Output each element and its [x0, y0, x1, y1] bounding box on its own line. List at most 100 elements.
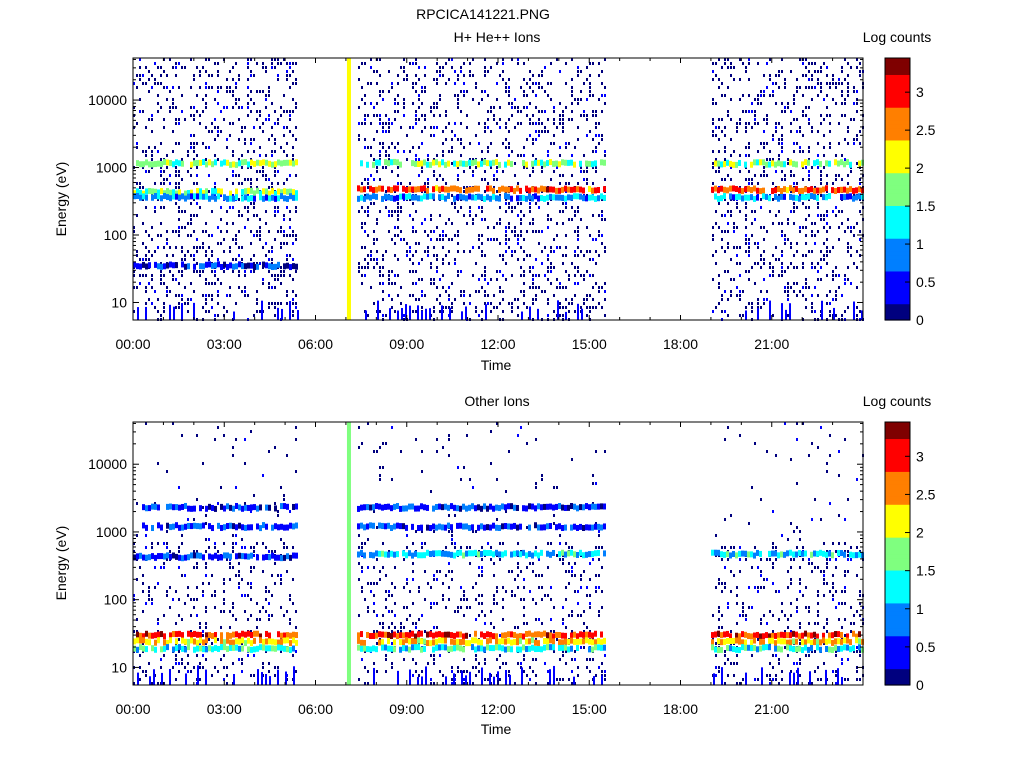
energy-band-cell: [414, 194, 417, 201]
heatmap-cell: [544, 246, 546, 249]
energy-band-cell: [178, 189, 181, 196]
heatmap-cell: [577, 590, 579, 593]
heatmap-cell: [196, 238, 198, 241]
heatmap-cell: [268, 550, 270, 553]
heatmap-cell: [529, 202, 531, 205]
heatmap-cell: [565, 206, 567, 209]
heatmap-cell: [238, 246, 240, 249]
heatmap-cell: [405, 304, 407, 320]
heatmap-cell: [166, 178, 168, 181]
energy-band-cell: [477, 161, 480, 168]
energy-band-cell: [756, 187, 759, 194]
heatmap-cell: [358, 106, 360, 109]
heatmap-cell: [802, 226, 804, 229]
energy-band-cell: [196, 193, 199, 200]
heatmap-cell: [364, 94, 366, 97]
heatmap-cell: [274, 206, 276, 209]
heatmap-cell: [775, 82, 777, 85]
heatmap-cell: [445, 182, 447, 185]
heatmap-cell: [415, 282, 417, 285]
heatmap-cell: [577, 230, 579, 233]
colorbar-swatch: [885, 127, 910, 133]
heatmap-cell: [826, 74, 828, 77]
heatmap-cell: [208, 58, 210, 61]
heatmap-cell: [493, 106, 495, 109]
heatmap-cell: [484, 190, 486, 193]
heatmap-cell: [427, 158, 429, 161]
heatmap-cell: [277, 78, 279, 81]
heatmap-cell: [142, 590, 144, 593]
heatmap-cell: [205, 126, 207, 129]
heatmap-cell: [478, 662, 480, 665]
heatmap-cell: [460, 70, 462, 73]
heatmap-cell: [817, 610, 819, 613]
heatmap-cell: [238, 274, 240, 277]
heatmap-cell: [187, 310, 189, 313]
heatmap-cell: [397, 102, 399, 105]
heatmap-cell: [739, 558, 741, 561]
heatmap-cell: [217, 550, 219, 553]
energy-band-cell: [813, 193, 816, 200]
heatmap-cell: [211, 298, 213, 301]
heatmap-cell: [814, 234, 816, 237]
heatmap-cell: [223, 542, 225, 545]
heatmap-cell: [175, 294, 177, 297]
heatmap-cell: [757, 306, 759, 309]
heatmap-cell: [529, 270, 531, 273]
heatmap-cell: [478, 314, 480, 317]
heatmap-cell: [835, 650, 837, 653]
heatmap-cell: [361, 546, 363, 549]
heatmap-cell: [286, 142, 288, 145]
heatmap-cell: [295, 234, 297, 237]
heatmap-cell: [232, 194, 234, 197]
energy-band-cell: [387, 194, 390, 201]
energy-band-cell: [250, 187, 253, 194]
energy-band-cell: [190, 161, 193, 168]
heatmap-cell: [778, 154, 780, 157]
heatmap-cell: [769, 610, 771, 613]
heatmap-cell: [406, 78, 408, 81]
heatmap-cell: [160, 658, 162, 661]
colorbar-swatch: [885, 201, 910, 206]
heatmap-cell: [781, 138, 783, 141]
energy-band-cell: [501, 185, 504, 192]
heatmap-cell: [217, 86, 219, 89]
heatmap-cell: [826, 254, 828, 257]
heatmap-cell: [550, 178, 552, 181]
heatmap-cell: [397, 234, 399, 237]
heatmap-cell: [163, 306, 165, 309]
energy-band-cell: [459, 160, 462, 167]
heatmap-cell: [817, 202, 819, 205]
heatmap-cell: [169, 246, 171, 249]
heatmap-cell: [832, 586, 834, 589]
heatmap-cell: [550, 142, 552, 145]
energy-band-cell: [597, 186, 600, 193]
heatmap-cell: [739, 682, 741, 685]
heatmap-cell: [844, 230, 846, 233]
heatmap-cell: [502, 58, 504, 61]
energy-band-cell: [573, 161, 576, 168]
heatmap-cell: [238, 214, 240, 217]
heatmap-cell: [286, 290, 288, 293]
heatmap-cell: [568, 302, 570, 305]
heatmap-cell: [433, 682, 435, 685]
heatmap-cell: [571, 154, 573, 157]
heatmap-cell: [562, 118, 564, 121]
energy-band-cell: [549, 186, 552, 193]
heatmap-cell: [376, 450, 378, 453]
heatmap-cell: [505, 86, 507, 89]
energy-band-cell: [432, 159, 435, 166]
heatmap-cell: [721, 546, 723, 549]
energy-band-cell: [199, 263, 202, 270]
heatmap-cell: [151, 682, 153, 685]
heatmap-cell: [805, 86, 807, 89]
heatmap-cell: [853, 90, 855, 93]
heatmap-cell: [793, 254, 795, 257]
heatmap-cell: [406, 250, 408, 253]
heatmap-cell: [847, 266, 849, 269]
heatmap-cell: [442, 274, 444, 277]
heatmap-cell: [178, 118, 180, 121]
heatmap-cell: [175, 658, 177, 661]
heatmap-cell: [397, 166, 399, 169]
heatmap-cell: [379, 310, 381, 313]
